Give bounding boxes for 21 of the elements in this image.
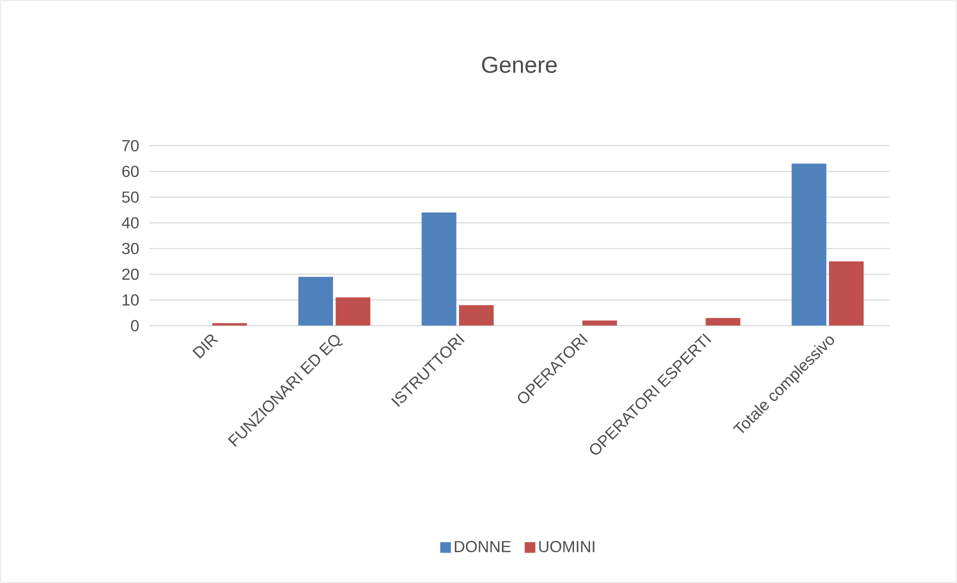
y-tick-label: 60 [122, 166, 139, 178]
bar [829, 261, 864, 326]
y-tick-label: 50 [122, 191, 139, 203]
y-tick-label: 20 [122, 268, 139, 280]
y-tick-label: 30 [122, 242, 139, 254]
y-tick-label: 70 [122, 140, 139, 152]
bar [422, 212, 456, 326]
y-tick-label: 40 [122, 217, 139, 228]
bar [459, 305, 494, 326]
legend-label: DONNE [454, 540, 511, 552]
chart-title: Genere [482, 56, 557, 73]
bar [212, 323, 247, 326]
bar [706, 318, 740, 326]
x-tick-label: DIR [192, 334, 218, 359]
bar [336, 297, 370, 326]
y-tick-label: 10 [122, 294, 139, 306]
bar [792, 164, 826, 326]
bar [582, 320, 617, 326]
legend-label: UOMINI [539, 540, 594, 552]
bar [298, 276, 333, 326]
y-tick-label: 0 [131, 320, 139, 332]
